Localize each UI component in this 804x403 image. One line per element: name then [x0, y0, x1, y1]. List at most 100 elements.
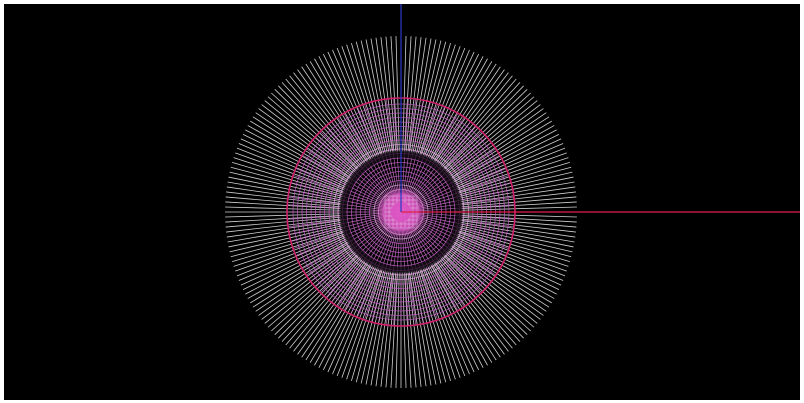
spoke-line: [290, 182, 388, 209]
spoke-line: [337, 117, 394, 201]
ray-line: [452, 120, 552, 182]
ray-line: [281, 82, 361, 169]
spoke-line: [331, 121, 393, 202]
ray-line: [409, 37, 427, 153]
spoke-line: [289, 214, 388, 235]
ray-line: [370, 271, 392, 386]
ray-line: [460, 201, 577, 209]
spoke-line: [287, 196, 388, 211]
spoke-line: [325, 222, 393, 298]
spoke-line: [292, 216, 388, 249]
ray-line: [453, 241, 555, 299]
spoke-line: [350, 109, 396, 200]
ray-line: [236, 147, 346, 191]
spoke-line: [385, 225, 400, 326]
ray-line: [419, 44, 456, 156]
spoke-line: [409, 222, 477, 298]
spoke-line: [410, 131, 482, 203]
ray-line: [430, 264, 488, 366]
spoke-line: [357, 106, 396, 200]
ray-line: [370, 38, 392, 153]
spoke-line: [408, 223, 465, 307]
ray-line: [425, 266, 475, 373]
spoke-line: [298, 217, 389, 263]
ray-line: [390, 271, 398, 388]
ray-line: [433, 63, 497, 162]
ray-line: [332, 267, 379, 375]
ray-line: [250, 120, 350, 182]
ray-line: [414, 270, 442, 384]
ray-line: [441, 255, 521, 342]
spoke-line: [320, 221, 392, 293]
spoke-line: [302, 218, 390, 270]
spoke-line: [371, 225, 398, 323]
ray-line: [460, 191, 576, 206]
spoke-line: [292, 175, 388, 208]
ray-line: [439, 257, 517, 346]
ray-line: [419, 268, 456, 380]
ray-line: [355, 269, 387, 383]
ray-line: [415, 41, 447, 155]
ray-line: [451, 244, 550, 308]
ray-line: [297, 69, 367, 164]
ray-line: [422, 47, 466, 157]
ray-line: [258, 108, 353, 178]
ray-line: [456, 234, 564, 281]
ray-line: [360, 40, 388, 154]
spoke-line: [298, 161, 389, 207]
ray-line: [318, 264, 374, 368]
ray-line: [438, 258, 513, 349]
ray-line: [443, 89, 528, 171]
ray-line: [425, 51, 475, 158]
ray-line: [346, 44, 383, 156]
ray-line: [267, 96, 356, 174]
outer-ray-lines: [225, 36, 577, 388]
ray-line: [314, 264, 372, 366]
ray-line: [423, 49, 470, 157]
ray-line: [233, 230, 345, 267]
ray-line: [305, 262, 369, 361]
ray-line: [341, 268, 382, 378]
3d-viewport[interactable]: [4, 4, 800, 400]
ray-line: [250, 242, 350, 304]
spoke-line: [310, 142, 391, 204]
ray-line: [402, 36, 407, 153]
spoke-line: [405, 103, 438, 199]
ray-line: [435, 260, 505, 355]
spoke-line: [403, 225, 424, 324]
ray-line: [451, 116, 550, 180]
ray-line: [422, 267, 466, 377]
ray-line: [458, 162, 570, 196]
ray-line: [405, 271, 417, 388]
ray-line: [240, 138, 347, 188]
ray-line: [441, 82, 521, 169]
ray-line: [431, 263, 493, 363]
ray-line: [390, 36, 398, 153]
ray-line: [267, 250, 356, 328]
ray-line: [410, 38, 432, 153]
ray-line: [227, 221, 342, 243]
radial-mesh-render: [225, 4, 800, 388]
spoke-line: [413, 217, 504, 263]
ray-line: [336, 267, 380, 377]
ray-line: [285, 257, 363, 346]
ray-line: [456, 147, 566, 191]
ray-line: [225, 201, 342, 209]
ray-line: [455, 138, 562, 188]
ray-line: [417, 43, 451, 155]
ray-line: [305, 63, 369, 162]
spoke-line: [414, 189, 513, 210]
spoke-line: [414, 175, 510, 208]
ray-line: [341, 46, 382, 156]
spoke-line: [414, 213, 515, 228]
ray-line: [407, 37, 422, 153]
spoke-line: [290, 215, 388, 242]
ray-line: [444, 252, 531, 332]
ray-line: [447, 249, 538, 324]
ray-line: [460, 220, 576, 238]
spoke-line: [295, 168, 389, 207]
spoke-line: [401, 225, 409, 326]
ray-line: [380, 271, 395, 387]
ray-line: [355, 41, 387, 155]
ray-line: [460, 186, 576, 204]
